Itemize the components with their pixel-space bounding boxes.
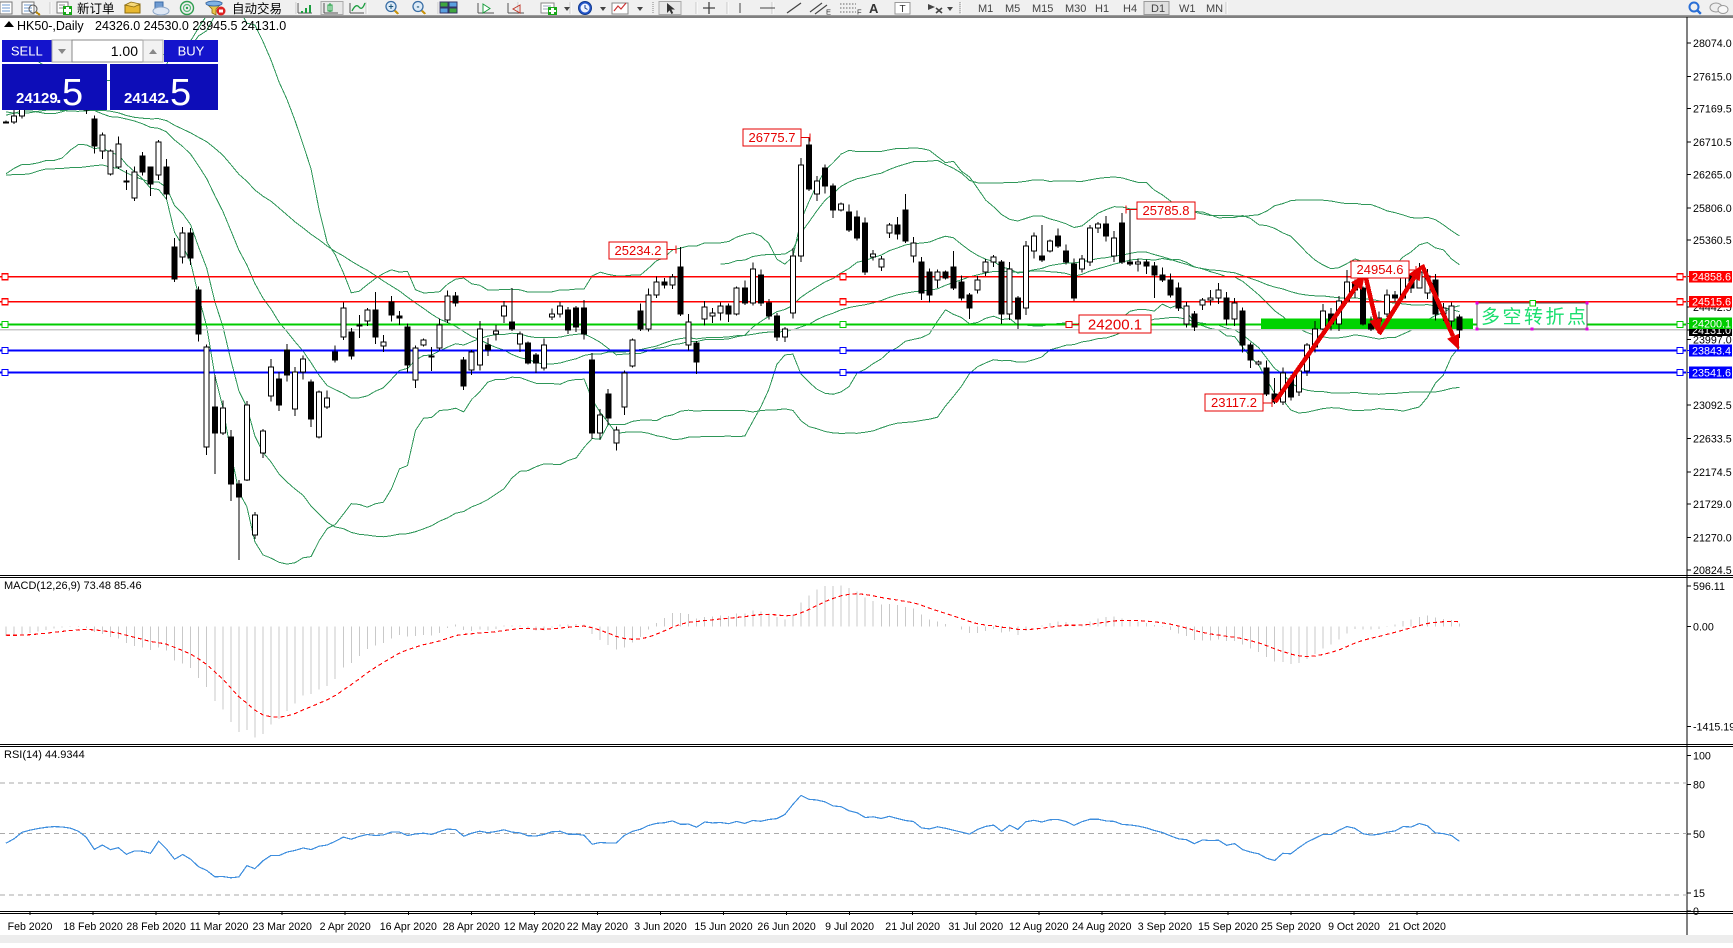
svg-text:12 Aug 2020: 12 Aug 2020 [1009,921,1069,933]
svg-text:+: + [388,2,393,12]
svg-text:BUY: BUY [178,44,205,59]
svg-text:15: 15 [1693,888,1705,900]
svg-text:T: T [899,4,905,15]
svg-text:24326.0 24530.0 23945.5 24131.: 24326.0 24530.0 23945.5 24131.0 [95,19,286,33]
svg-text:23 Mar 2020: 23 Mar 2020 [252,921,312,933]
svg-text:MN: MN [1206,3,1223,15]
svg-text:3 Jun 2020: 3 Jun 2020 [634,921,687,933]
svg-text:28 Feb 2020: 28 Feb 2020 [126,921,186,933]
svg-text:Feb 2020: Feb 2020 [8,921,53,933]
svg-text:26265.0: 26265.0 [1693,170,1732,182]
svg-text:HK50-,Daily: HK50-,Daily [17,19,84,33]
svg-text:12 May 2020: 12 May 2020 [504,921,565,933]
svg-text:22633.5: 22633.5 [1693,434,1732,446]
svg-text:24515.6: 24515.6 [1692,297,1731,309]
svg-text:23117.2: 23117.2 [1211,395,1257,410]
svg-text:22 May 2020: 22 May 2020 [567,921,628,933]
svg-text:MACD(12,26,9) 73.48 85.46: MACD(12,26,9) 73.48 85.46 [4,580,142,592]
svg-text:50: 50 [1693,829,1705,841]
svg-text:25806.0: 25806.0 [1693,203,1732,215]
svg-text:SELL: SELL [11,44,43,59]
svg-text:27615.0: 27615.0 [1693,71,1732,83]
svg-text:-: - [417,2,420,12]
svg-text:F: F [857,8,862,17]
svg-text:1.00: 1.00 [111,43,138,59]
svg-text:M1: M1 [978,3,993,15]
svg-text:M15: M15 [1032,3,1053,15]
svg-text:9 Jul 2020: 9 Jul 2020 [825,921,874,933]
svg-text:27169.5: 27169.5 [1693,104,1732,116]
svg-text:24142: 24142 [124,90,166,107]
svg-text:.: . [56,86,62,108]
svg-text:2 Apr 2020: 2 Apr 2020 [320,921,371,933]
svg-text:24 Aug 2020: 24 Aug 2020 [1072,921,1132,933]
svg-text:D1: D1 [1151,3,1165,15]
svg-text:5: 5 [62,72,83,114]
svg-text:25 Sep 2020: 25 Sep 2020 [1261,921,1321,933]
svg-text:80: 80 [1693,780,1705,792]
svg-text:15 Jun 2020: 15 Jun 2020 [694,921,752,933]
svg-text:28 Apr 2020: 28 Apr 2020 [443,921,500,933]
svg-text:24200.1: 24200.1 [1692,318,1731,330]
svg-text:25785.8: 25785.8 [1143,203,1190,218]
svg-text:22174.5: 22174.5 [1693,467,1732,479]
svg-text:23843.4: 23843.4 [1692,346,1731,358]
svg-text:28074.0: 28074.0 [1693,38,1732,50]
svg-text:26775.7: 26775.7 [749,130,796,145]
svg-text:0.00: 0.00 [1693,622,1714,634]
svg-text:M30: M30 [1065,3,1086,15]
svg-text:100: 100 [1693,751,1711,763]
svg-text:9 Oct 2020: 9 Oct 2020 [1328,921,1380,933]
svg-text:.: . [164,86,170,108]
svg-text:23092.5: 23092.5 [1693,400,1732,412]
svg-text:3 Sep 2020: 3 Sep 2020 [1138,921,1192,933]
svg-text:596.11: 596.11 [1693,581,1725,593]
svg-text:24200.1: 24200.1 [1088,317,1142,334]
svg-text:21 Oct 2020: 21 Oct 2020 [1388,921,1446,933]
svg-text:15 Sep 2020: 15 Sep 2020 [1198,921,1258,933]
svg-text:24954.6: 24954.6 [1357,262,1404,277]
svg-text:5: 5 [170,72,191,114]
svg-text:24129: 24129 [16,90,58,107]
svg-text:21 Jul 2020: 21 Jul 2020 [885,921,940,933]
svg-text:16 Apr 2020: 16 Apr 2020 [380,921,437,933]
svg-text:A: A [869,1,879,16]
svg-text:23997.0: 23997.0 [1693,334,1732,346]
svg-text:H1: H1 [1095,3,1109,15]
svg-text:31 Jul 2020: 31 Jul 2020 [948,921,1003,933]
svg-text:26 Jun 2020: 26 Jun 2020 [757,921,815,933]
svg-text:新订单: 新订单 [77,1,115,16]
svg-text:24858.6: 24858.6 [1692,272,1731,284]
svg-text:RSI(14) 44.9344: RSI(14) 44.9344 [4,749,85,761]
svg-text:0: 0 [1693,906,1699,918]
svg-text:20824.5: 20824.5 [1693,565,1732,577]
svg-text:11 Mar 2020: 11 Mar 2020 [190,921,249,933]
svg-text:自动交易: 自动交易 [232,1,282,16]
svg-text:W1: W1 [1179,3,1196,15]
svg-text:-1415.19: -1415.19 [1693,722,1733,734]
svg-text:25360.5: 25360.5 [1693,235,1732,247]
svg-text:26710.5: 26710.5 [1693,137,1732,149]
svg-text:18 Feb 2020: 18 Feb 2020 [63,921,123,933]
svg-text:21729.0: 21729.0 [1693,499,1732,511]
svg-text:H4: H4 [1123,3,1137,15]
svg-text:23541.6: 23541.6 [1692,368,1731,380]
svg-text:E: E [826,8,831,17]
svg-text:21270.0: 21270.0 [1693,533,1732,545]
svg-text:25234.2: 25234.2 [615,243,662,258]
svg-text:M5: M5 [1005,3,1020,15]
svg-text:多空转折点: 多空转折点 [1481,306,1589,328]
